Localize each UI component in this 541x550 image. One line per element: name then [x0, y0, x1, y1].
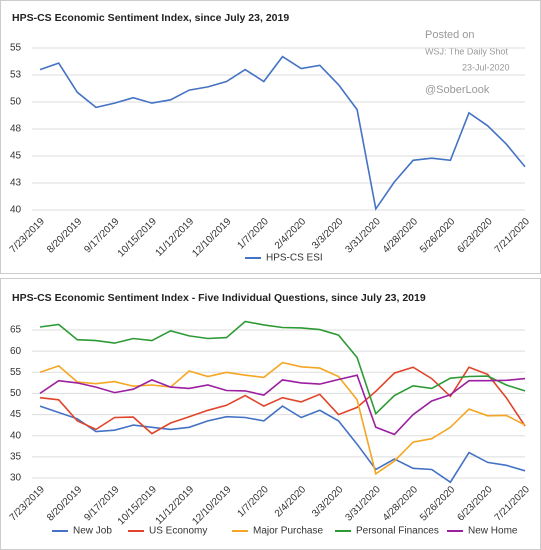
y-tick-label: 40 — [10, 430, 22, 441]
y-tick-label: 55 — [10, 43, 22, 54]
annotation: @SoberLook — [425, 84, 490, 96]
legend-label: US Economy — [149, 526, 207, 537]
series-line — [39, 55, 526, 211]
panel — [0, 0, 541, 274]
series-line — [39, 361, 526, 476]
y-tick-label: 48 — [10, 124, 22, 135]
legend-label: New Job — [73, 526, 112, 537]
annotation: Posted on — [425, 29, 475, 41]
y-tick-label: 45 — [10, 409, 22, 420]
legend-label: Major Purchase — [253, 526, 323, 537]
y-tick-label: 43 — [10, 178, 22, 189]
y-tick-label: 60 — [10, 346, 22, 357]
y-tick-label: 50 — [10, 97, 22, 108]
y-tick-label: 50 — [10, 388, 22, 399]
y-tick-label: 53 — [10, 70, 22, 81]
chart-title: HPS-CS Economic Sentiment Index - Five I… — [12, 292, 426, 304]
legend-label: Personal Finances — [356, 526, 439, 537]
series-line — [39, 374, 526, 436]
series-line — [39, 405, 526, 484]
chart-title: HPS-CS Economic Sentiment Index, since J… — [12, 12, 289, 24]
y-tick-label: 30 — [10, 473, 22, 484]
y-tick-label: 65 — [10, 325, 22, 336]
series-line — [39, 366, 526, 435]
annotation: 23-Jul-2020 — [462, 62, 510, 72]
y-tick-label: 55 — [10, 367, 22, 378]
y-tick-label: 45 — [10, 151, 22, 162]
y-tick-label: 40 — [10, 205, 22, 216]
annotation: WSJ: The Daily Shot — [425, 46, 508, 56]
series-line — [39, 320, 526, 416]
panel — [0, 278, 541, 550]
legend-label: HPS-CS ESI — [266, 253, 323, 264]
y-tick-label: 35 — [10, 451, 22, 462]
legend-label: New Home — [468, 526, 518, 537]
